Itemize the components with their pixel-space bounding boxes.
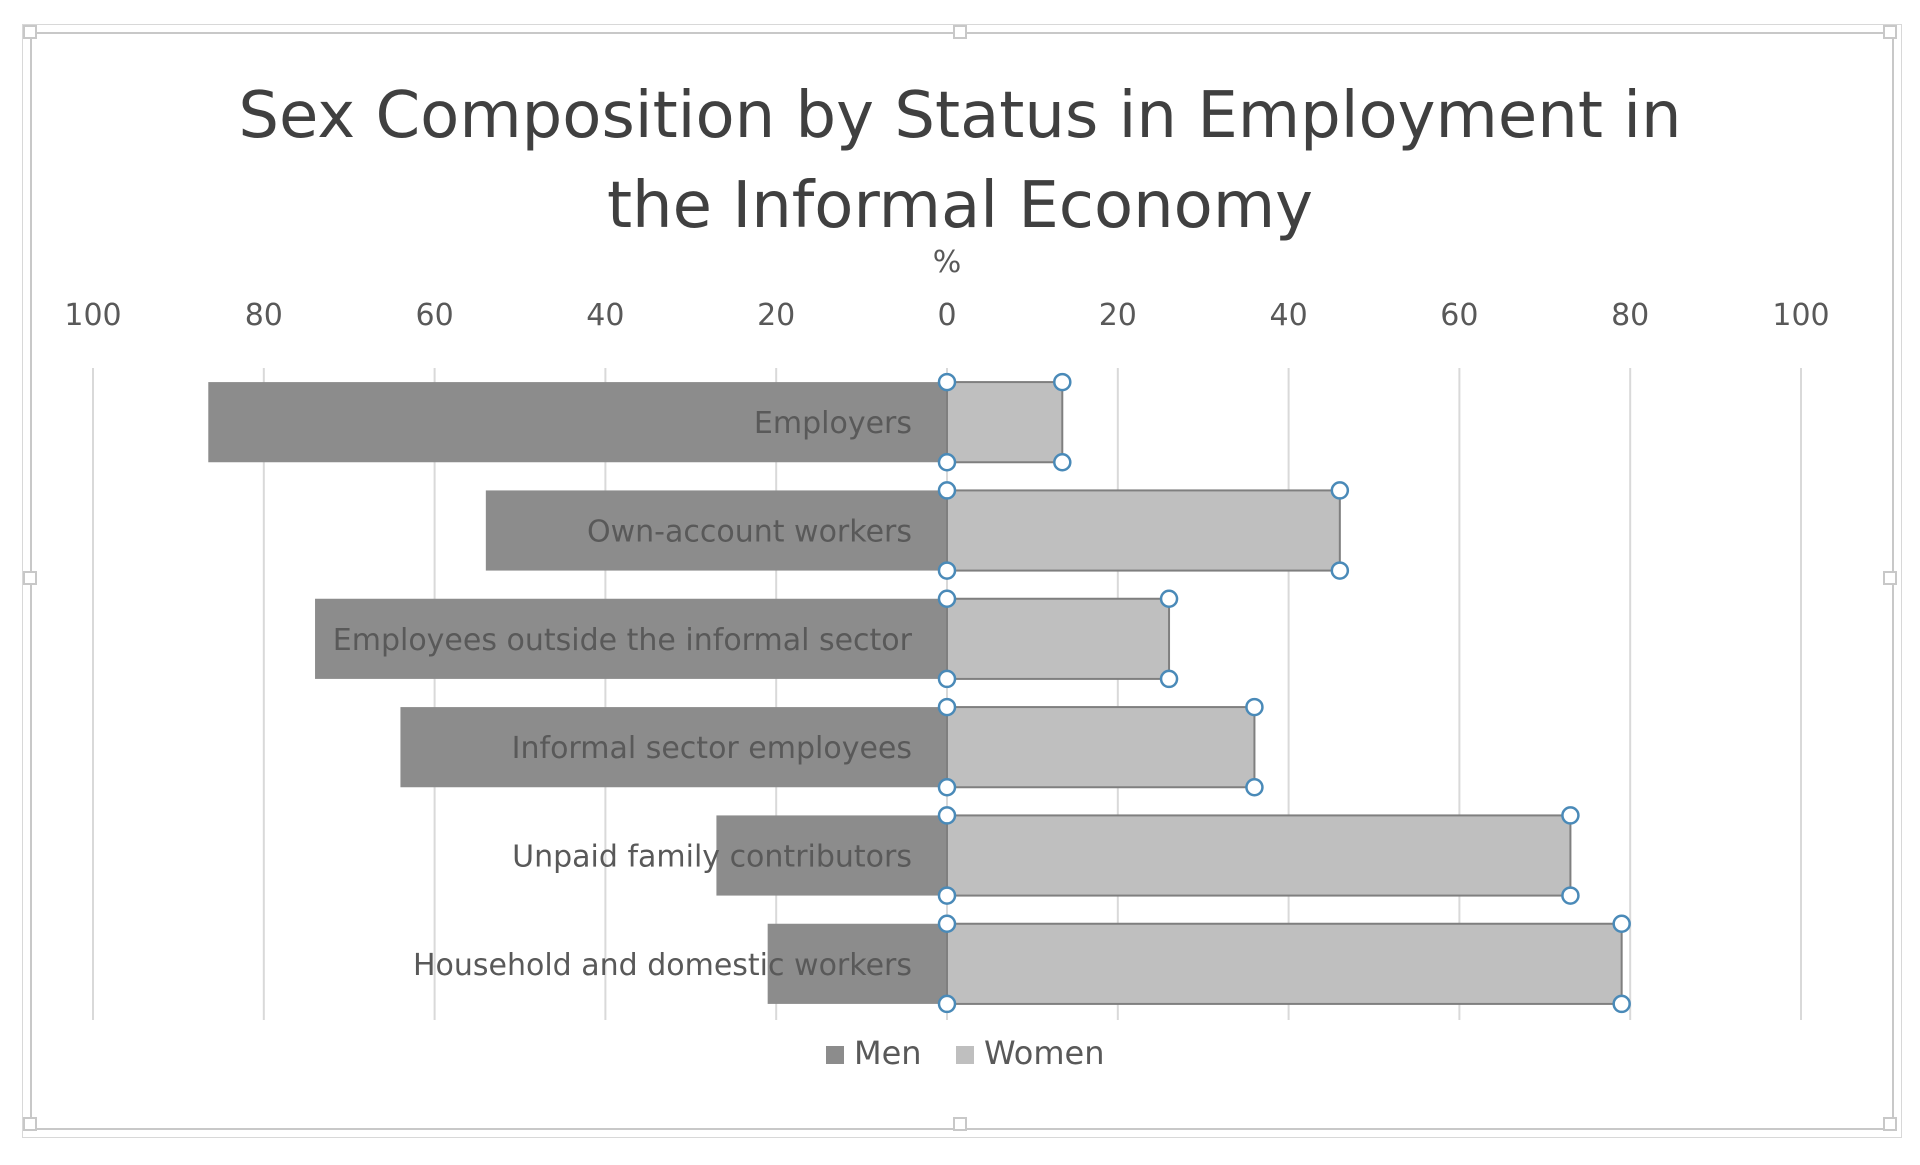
bar-women[interactable] [946,922,1623,1005]
selection-handle[interactable] [1330,561,1350,580]
selection-handle[interactable] [1245,697,1264,717]
resize-handle-top-left[interactable] [23,25,37,39]
bar-women[interactable] [946,814,1572,897]
x-tick-label[interactable]: 100 [64,298,121,333]
bar-men[interactable] [400,707,947,788]
bar-men[interactable] [208,382,948,463]
legend-label-men[interactable]: Men [854,1034,922,1072]
bar-women[interactable] [946,706,1256,789]
selection-handle[interactable] [1612,994,1631,1014]
category-label[interactable]: Informal sector employees [512,731,912,766]
selection-handle[interactable] [937,372,957,392]
selection-handle[interactable] [937,914,957,933]
x-tick-label[interactable]: 60 [416,298,454,333]
resize-handle-top-right[interactable] [1883,25,1897,39]
chart-area-border-outer [22,24,1902,1138]
resize-handle-middle-right[interactable] [1883,571,1897,585]
resize-handle-bottom-center[interactable] [953,1117,967,1131]
x-tick-label[interactable]: 40 [586,298,624,333]
selection-handle[interactable] [937,806,957,825]
selection-handle[interactable] [937,481,957,500]
bars [208,381,1623,1005]
selection-handle[interactable] [1561,886,1580,905]
legend-swatch-men[interactable] [826,1046,844,1064]
x-tick-label[interactable]: 60 [1440,298,1478,333]
selection-handle[interactable] [937,453,957,472]
category-label[interactable]: Household and domestic workers [413,948,912,983]
selection-handle[interactable] [1159,589,1179,608]
selection-handle[interactable] [937,697,957,717]
bar-women[interactable] [946,597,1171,680]
bar-men[interactable] [485,490,947,571]
category-label[interactable]: Employees outside the informal sector [333,623,913,658]
bar-men[interactable] [315,598,947,679]
x-tick-label[interactable]: 20 [1099,298,1137,333]
selection-markers [937,372,1631,1014]
selection-handle[interactable] [937,778,957,797]
selection-handle[interactable] [937,669,957,689]
resize-handle-bottom-left[interactable] [23,1117,37,1131]
category-label[interactable]: Employers [754,406,912,441]
selection-handle[interactable] [1245,778,1264,797]
legend-label-women[interactable]: Women [984,1034,1104,1072]
legend-swatch-women[interactable] [956,1046,974,1064]
selection-handle[interactable] [1561,806,1580,825]
resize-handle-top-center[interactable] [953,25,967,39]
x-tick-label[interactable]: 100 [1772,298,1829,333]
resize-handle-middle-left[interactable] [23,571,37,585]
selection-handle[interactable] [937,994,957,1014]
x-axis-tick-labels[interactable]: 100 80 60 40 20 0 20 40 60 80 100 [64,298,1829,333]
selection-handle[interactable] [1159,669,1179,689]
bar-women[interactable] [946,489,1341,572]
x-tick-label[interactable]: 80 [1611,298,1649,333]
selection-handle[interactable] [1053,453,1072,472]
bar-women[interactable] [946,381,1064,464]
chart-title-line-2[interactable]: the Informal Economy [607,169,1313,243]
selection-handle[interactable] [1053,372,1072,392]
selection-handle[interactable] [937,886,957,905]
bar-men[interactable] [716,815,947,896]
chart-title-line-1[interactable]: Sex Composition by Status in Employment … [238,79,1681,153]
category-label[interactable]: Own-account workers [587,515,912,550]
x-tick-label[interactable]: 20 [757,298,795,333]
category-labels[interactable]: Employers Own-account workers Employees ou… [333,406,913,983]
selection-handle[interactable] [1330,481,1350,500]
category-label[interactable]: Unpaid family contributors [512,840,912,875]
selection-handle[interactable] [1612,914,1631,933]
bar-men[interactable] [767,923,947,1004]
resize-handle-bottom-right[interactable] [1883,1117,1897,1131]
x-tick-label[interactable]: 80 [245,298,283,333]
x-tick-label[interactable]: 40 [1270,298,1308,333]
selection-handle[interactable] [937,589,957,608]
x-tick-label[interactable]: 0 [937,298,956,333]
x-axis-label[interactable]: % [933,245,962,280]
legend[interactable]: Men Women [826,1034,1104,1072]
selection-handle[interactable] [937,561,957,580]
gridlines [92,368,1802,1020]
